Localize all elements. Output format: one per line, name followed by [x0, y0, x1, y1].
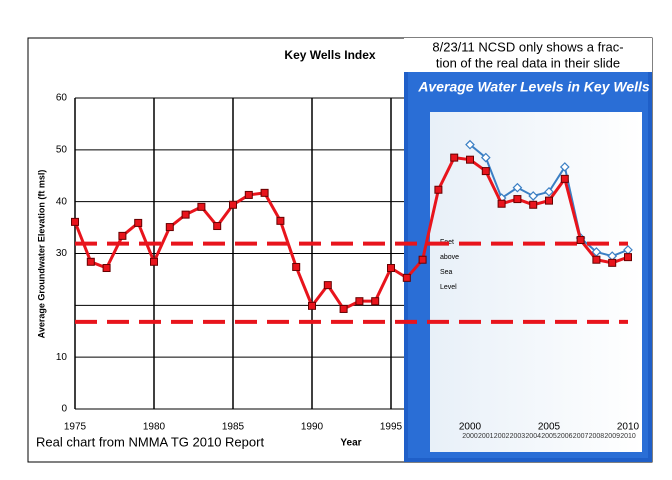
note-line: 8/23/11 NCSD only shows a frac- [432, 39, 623, 54]
slide-x-label: 2005 [541, 433, 557, 440]
point [292, 262, 301, 271]
chart-title: Key Wells Index [284, 48, 375, 62]
point [387, 264, 395, 273]
point [150, 257, 158, 266]
x-tick-label: 2010 [617, 422, 640, 433]
point [134, 218, 143, 227]
point [402, 273, 411, 282]
point [181, 210, 190, 219]
slide-x-label: 2001 [478, 433, 494, 440]
x-tick-label: 1995 [380, 422, 403, 433]
point [323, 281, 332, 290]
point [466, 155, 474, 164]
x-axis-label: Year [340, 438, 361, 449]
slide-x-label: 2010 [620, 433, 636, 440]
slide-plot [430, 112, 642, 452]
point [71, 217, 79, 226]
y-tick-label: 40 [56, 196, 68, 207]
note-line: tion of the real data in their slide [436, 55, 620, 70]
point [197, 202, 206, 211]
point [608, 258, 617, 267]
slide-x-label: 2000 [462, 433, 478, 440]
slide-x-label: 2007 [573, 433, 589, 440]
point [229, 200, 237, 209]
point [529, 200, 538, 209]
point [576, 236, 585, 245]
point [624, 253, 632, 262]
slide-x-label: 2008 [589, 433, 605, 440]
point [592, 255, 601, 264]
point [481, 167, 490, 176]
point [244, 190, 253, 199]
x-tick-label: 1985 [222, 422, 245, 433]
point [213, 222, 222, 231]
caption: Real chart from NMMA TG 2010 Report [36, 434, 264, 449]
point [308, 301, 316, 310]
slide-x-label: 2003 [510, 433, 526, 440]
point [545, 196, 553, 205]
point [355, 297, 364, 306]
point [450, 153, 459, 162]
x-tick-label: 1980 [143, 422, 166, 433]
point [559, 162, 570, 172]
y-tick-label: 0 [61, 404, 67, 415]
data-layer: 1975 1980 1985 1990 1995 2000 2005 2010 [64, 139, 640, 433]
point [465, 139, 475, 150]
point [339, 304, 348, 313]
overlay: 8/23/11 NCSD only shows a frac- tion of … [404, 38, 652, 462]
slide-x-label: 2006 [557, 433, 573, 440]
y-tick-label: 10 [56, 352, 68, 363]
y-axis-label: Average Groundwater Elevation (ft msl) [36, 170, 46, 339]
slide-axis-label: Sea [440, 269, 453, 276]
point [512, 182, 523, 193]
slide-axis-label: above [440, 254, 459, 261]
y-tick-label: 50 [56, 144, 68, 155]
slide-x-label: 2009 [604, 433, 620, 440]
point [118, 231, 127, 240]
slide-axis-label: Level [440, 284, 457, 291]
point [434, 185, 443, 194]
point [102, 264, 111, 273]
point [86, 257, 95, 266]
point [497, 199, 506, 208]
x-tick-label: 1990 [301, 422, 324, 433]
slide-title: Average Water Levels in Key Wells [417, 79, 650, 95]
point [544, 186, 554, 197]
point [276, 216, 285, 225]
note-box [404, 38, 652, 72]
y-tick-label: 30 [56, 248, 68, 259]
point [513, 195, 522, 204]
point [480, 152, 491, 163]
slide-x-label: 2002 [494, 433, 510, 440]
slide-x-label: 2004 [525, 433, 541, 440]
point [371, 297, 380, 306]
y-tick-label: 60 [56, 93, 68, 104]
x-tick-label: 1975 [64, 422, 87, 433]
point [418, 255, 427, 264]
point [260, 188, 269, 197]
point [528, 191, 539, 201]
x-tick-label: 2000 [459, 422, 482, 433]
point [560, 174, 569, 183]
x-tick-label: 2005 [538, 422, 561, 433]
point [165, 223, 174, 232]
